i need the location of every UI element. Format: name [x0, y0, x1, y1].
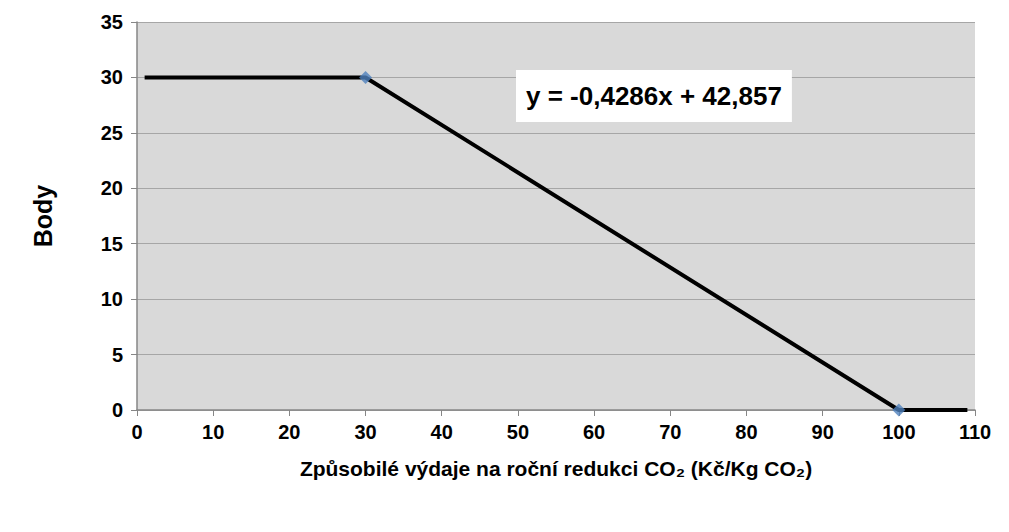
- svg-text:90: 90: [812, 421, 834, 443]
- svg-text:10: 10: [202, 421, 224, 443]
- svg-text:25: 25: [101, 122, 123, 144]
- svg-text:5: 5: [112, 344, 123, 366]
- svg-text:0: 0: [112, 399, 123, 421]
- svg-text:15: 15: [101, 233, 123, 255]
- svg-text:Způsobilé výdaje na roční redu: Způsobilé výdaje na roční redukci CO₂ (K…: [300, 457, 812, 480]
- svg-text:80: 80: [735, 421, 757, 443]
- svg-text:35: 35: [101, 11, 123, 33]
- svg-text:20: 20: [101, 177, 123, 199]
- svg-text:70: 70: [659, 421, 681, 443]
- svg-text:y = -0,4286x + 42,857: y = -0,4286x + 42,857: [526, 81, 782, 111]
- svg-text:0: 0: [131, 421, 142, 443]
- svg-text:10: 10: [101, 288, 123, 310]
- svg-text:30: 30: [101, 66, 123, 88]
- svg-text:50: 50: [507, 421, 529, 443]
- svg-text:Body: Body: [29, 185, 57, 248]
- svg-text:110: 110: [959, 421, 991, 443]
- svg-text:100: 100: [882, 421, 915, 443]
- svg-text:40: 40: [431, 421, 453, 443]
- svg-text:30: 30: [354, 421, 376, 443]
- svg-text:60: 60: [583, 421, 605, 443]
- svg-text:20: 20: [278, 421, 300, 443]
